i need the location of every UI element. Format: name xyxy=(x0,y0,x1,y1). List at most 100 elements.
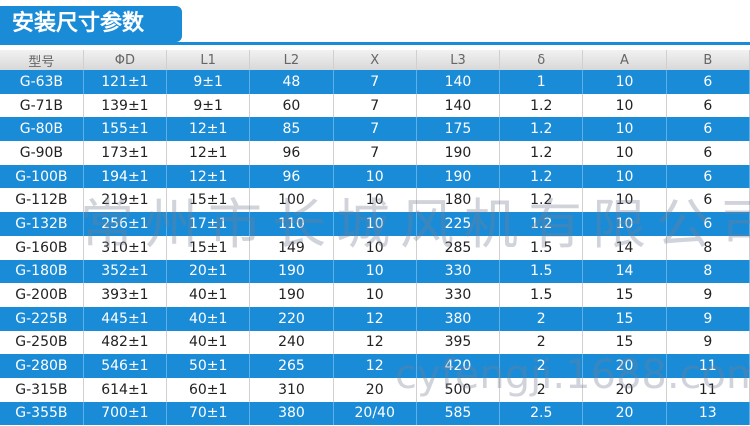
table-row: G-225B 445±1 40±1 220 12 380 2 15 9 xyxy=(0,306,750,331)
table-cell: 6 xyxy=(666,188,750,213)
column-header: ΦD xyxy=(83,50,168,70)
table-cell: 9 xyxy=(666,283,750,307)
table-row: G-63B 121±1 9±1 48 7 140 1 10 6 xyxy=(0,70,750,94)
table-cell: 2.5 xyxy=(499,401,584,426)
table-cell: 194±1 xyxy=(83,164,168,189)
table-cell: 500 xyxy=(416,377,501,402)
table-cell: G-200B xyxy=(0,283,84,307)
table-cell: 352±1 xyxy=(83,259,168,284)
table-cell: 2 xyxy=(499,354,584,378)
table-cell: 140 xyxy=(416,93,501,118)
table-cell: 190 xyxy=(249,259,334,284)
table-cell: 6 xyxy=(666,164,750,189)
table-cell: 9 xyxy=(666,330,750,355)
table-cell: 219±1 xyxy=(83,188,168,213)
table-cell: 10 xyxy=(333,164,417,189)
table-row: G-200B 393±1 40±1 190 10 330 1.5 15 9 xyxy=(0,283,750,307)
table-cell: 14 xyxy=(582,235,667,260)
table-row: G-250B 482±1 40±1 240 12 395 2 15 9 xyxy=(0,330,750,355)
table-cell: 10 xyxy=(582,141,667,165)
table-cell: 10 xyxy=(333,283,417,307)
table-cell: 12 xyxy=(333,306,417,331)
table-cell: 225 xyxy=(416,212,501,236)
table-row: G-71B 139±1 9±1 60 7 140 1.2 10 6 xyxy=(0,93,750,118)
table-cell: 15±1 xyxy=(166,188,251,213)
table-row: G-132B 256±1 17±1 110 10 225 1.2 10 6 xyxy=(0,212,750,236)
table-cell: 100 xyxy=(249,188,334,213)
table-cell: 149 xyxy=(249,235,334,260)
table-cell: 96 xyxy=(249,141,334,165)
table-cell: G-90B xyxy=(0,141,84,165)
table-cell: 285 xyxy=(416,235,501,260)
table-cell: 190 xyxy=(416,164,501,189)
table-cell: 7 xyxy=(333,141,417,165)
table-cell: G-180B xyxy=(0,259,84,284)
table-cell: 1.2 xyxy=(499,141,584,165)
table-cell: 393±1 xyxy=(83,283,168,307)
table-cell: 9 xyxy=(666,306,750,331)
table-cell: G-315B xyxy=(0,377,84,402)
table-cell: 6 xyxy=(666,117,750,142)
column-header: δ xyxy=(499,50,584,70)
table-cell: 256±1 xyxy=(83,212,168,236)
table-cell: 395 xyxy=(416,330,501,355)
table-cell: 6 xyxy=(666,212,750,236)
table-cell: 6 xyxy=(666,93,750,118)
table-cell: 1.2 xyxy=(499,93,584,118)
table-cell: 10 xyxy=(582,188,667,213)
table-cell: 6 xyxy=(666,141,750,165)
table-cell: G-280B xyxy=(0,354,84,378)
table-cell: 40±1 xyxy=(166,283,251,307)
table-row: G-90B 173±1 12±1 96 7 190 1.2 10 6 xyxy=(0,141,750,165)
table-cell: G-160B xyxy=(0,235,84,260)
table-cell: 173±1 xyxy=(83,141,168,165)
table-cell: 10 xyxy=(582,93,667,118)
table-cell: G-225B xyxy=(0,306,84,331)
table-cell: 10 xyxy=(582,70,667,94)
table-cell: 10 xyxy=(582,212,667,236)
table-cell: 20/40 xyxy=(333,401,417,426)
table-cell: 380 xyxy=(416,306,501,331)
table-body: G-63B 121±1 9±1 48 7 140 1 10 6 G-71B 139±1 9±1 60 7 1… xyxy=(0,70,750,426)
table-cell: 1 xyxy=(499,70,584,94)
table-cell: 1.5 xyxy=(499,283,584,307)
table-cell: G-71B xyxy=(0,93,84,118)
table-cell: 40±1 xyxy=(166,330,251,355)
table-cell: 700±1 xyxy=(83,401,168,426)
spec-table: 型号 ΦD L1 L2 X L3 δ A B G-63B 121±1 9±1 48 7 140 1 10 6 G-… xyxy=(0,50,750,426)
column-header: L2 xyxy=(249,50,334,70)
table-cell: 190 xyxy=(249,283,334,307)
table-cell: 12±1 xyxy=(166,141,251,165)
table-row: G-180B 352±1 20±1 190 10 330 1.5 14 8 xyxy=(0,259,750,284)
header-row: 型号 ΦD L1 L2 X L3 δ A B xyxy=(0,50,750,70)
table-cell: 11 xyxy=(666,377,750,402)
title-rule xyxy=(0,42,750,45)
table-cell: 121±1 xyxy=(83,70,168,94)
table-cell: 15 xyxy=(582,330,667,355)
table-cell: 10 xyxy=(582,117,667,142)
table-cell: 220 xyxy=(249,306,334,331)
table-cell: 8 xyxy=(666,235,750,260)
column-header: L1 xyxy=(166,50,251,70)
table-cell: 6 xyxy=(666,70,750,94)
section-title: 安装尺寸参数 xyxy=(0,6,182,42)
table-cell: 15±1 xyxy=(166,235,251,260)
table-cell: 60±1 xyxy=(166,377,251,402)
table-cell: 12±1 xyxy=(166,164,251,189)
table-cell: 310±1 xyxy=(83,235,168,260)
table-cell: 50±1 xyxy=(166,354,251,378)
column-header: X xyxy=(333,50,417,70)
table-cell: G-132B xyxy=(0,212,84,236)
table-cell: 40±1 xyxy=(166,306,251,331)
table-cell: 310 xyxy=(249,377,334,402)
table-cell: 155±1 xyxy=(83,117,168,142)
table-cell: 1.5 xyxy=(499,235,584,260)
table-row: G-355B 700±1 70±1 380 20/40 585 2.5 20 13 xyxy=(0,401,750,426)
table-cell: 2 xyxy=(499,377,584,402)
table-cell: 380 xyxy=(249,401,334,426)
table-cell: G-355B xyxy=(0,401,84,426)
table-row: G-80B 155±1 12±1 85 7 175 1.2 10 6 xyxy=(0,117,750,142)
table-cell: 1.2 xyxy=(499,164,584,189)
table-cell: 7 xyxy=(333,117,417,142)
table-cell: 48 xyxy=(249,70,334,94)
